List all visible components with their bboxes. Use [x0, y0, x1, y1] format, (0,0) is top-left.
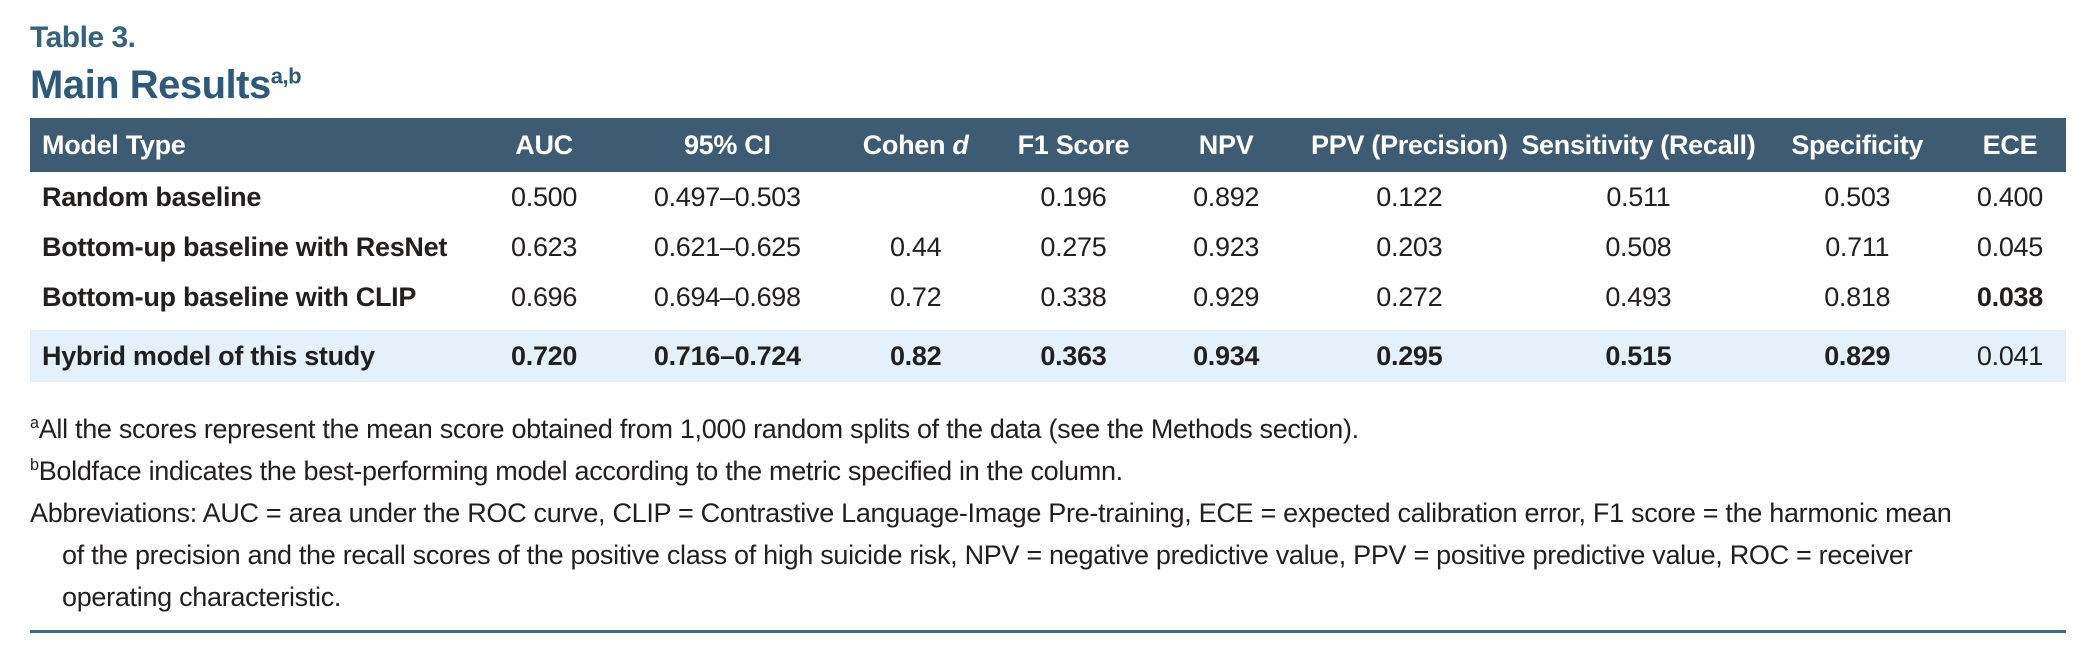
table-cell: 0.338 — [1040, 281, 1107, 312]
abbreviations-line: Abbreviations: AUC = area under the ROC … — [30, 498, 1952, 528]
title-superscript: a,b — [270, 63, 302, 89]
table-cell: 0.038 — [1976, 281, 2043, 312]
table-cell: 0.272 — [1376, 281, 1443, 312]
table-row: Bottom-up baseline with ResNet 0.623 0.621… — [30, 222, 2066, 272]
table-cell: 0.623 — [511, 231, 578, 262]
table-cell: 0.818 — [1824, 281, 1891, 312]
table-cell: 0.400 — [1976, 181, 2043, 212]
bottom-rule — [30, 630, 2066, 633]
table-cell: 0.122 — [1376, 181, 1443, 212]
column-header: 95% CI — [620, 118, 835, 172]
row-spacer — [30, 322, 2066, 330]
table-cell: 0.923 — [1193, 231, 1260, 262]
table-cell — [834, 172, 997, 222]
column-header: Specificity — [1760, 118, 1954, 172]
column-header: Cohen d — [834, 118, 998, 172]
abbreviations-line: of the precision and the recall scores o… — [62, 540, 1913, 570]
footnotes-block: aAll the scores represent the mean score… — [30, 408, 2066, 618]
table-body: Random baseline 0.500 0.497–0.503 0.196 0.89… — [30, 172, 2066, 382]
table-cell: 0.515 — [1516, 330, 1761, 382]
table-cell: 0.500 — [511, 181, 578, 212]
model-type-cell: Bottom-up baseline with CLIP — [42, 281, 417, 312]
title-text: Main Results — [30, 63, 271, 107]
model-type-cell: Random baseline — [42, 181, 262, 212]
table-header-row: Model Type AUC 95% CI Cohen d F1 Score NPV PPV… — [30, 118, 2066, 172]
model-type-cell: Hybrid model of this study — [30, 330, 468, 382]
page: Table 3. Main Resultsa,b Model Type AUC 95… — [30, 21, 2066, 633]
column-header: Sensitivity (Recall) — [1516, 118, 1761, 172]
footnote-marker: b — [30, 456, 39, 474]
table-cell: 0.720 — [467, 330, 621, 382]
column-header: ECE — [1953, 118, 2066, 172]
table-cell: 0.892 — [1193, 181, 1260, 212]
table-row: Hybrid model of this study 0.720 0.716–0.7… — [30, 330, 2066, 382]
table-cell: 0.041 — [1953, 330, 2066, 382]
table-cell: 0.363 — [997, 330, 1150, 382]
page-title: Main Resultsa,b — [30, 60, 2066, 110]
footnote-marker: a — [30, 414, 39, 432]
table-cell: 0.44 — [889, 231, 942, 262]
table-cell: 0.82 — [834, 330, 998, 382]
table-cell: 0.493 — [1605, 281, 1672, 312]
table-row: Random baseline 0.500 0.497–0.503 0.196 0.89… — [30, 172, 2066, 222]
table-cell: 0.196 — [1040, 181, 1107, 212]
table-cell: 0.497–0.503 — [653, 181, 801, 212]
results-table: Model Type AUC 95% CI Cohen d F1 Score NPV PPV… — [30, 118, 2066, 382]
column-header: AUC — [467, 118, 621, 172]
table-cell: 0.934 — [1149, 330, 1303, 382]
table-row: Bottom-up baseline with CLIP 0.696 0.694–0… — [30, 272, 2066, 322]
table-cell: 0.694–0.698 — [653, 281, 801, 312]
table-cell: 0.295 — [1302, 330, 1517, 382]
column-header: F1 Score — [997, 118, 1150, 172]
table-cell: 0.929 — [1193, 281, 1260, 312]
table-cell: 0.275 — [1040, 231, 1107, 262]
footnote-line: aAll the scores represent the mean score… — [30, 414, 1359, 444]
table-number-label: Table 3. — [30, 21, 136, 54]
table-cell: 0.203 — [1376, 231, 1443, 262]
table-cell: 0.711 — [1825, 231, 1890, 262]
model-type-cell: Bottom-up baseline with ResNet — [42, 231, 448, 262]
column-header: NPV — [1149, 118, 1303, 172]
table-cell: 0.511 — [1606, 181, 1671, 212]
table-cell: 0.508 — [1605, 231, 1672, 262]
table-cell: 0.716–0.724 — [620, 330, 835, 382]
abbreviations-line: operating characteristic. — [62, 582, 342, 612]
table-cell: 0.829 — [1760, 330, 1954, 382]
footnote-line: bBoldface indicates the best-performing … — [30, 456, 1123, 486]
table-cell: 0.621–0.625 — [653, 231, 801, 262]
table-cell: 0.045 — [1976, 231, 2043, 262]
column-header: Model Type — [30, 118, 468, 172]
table-cell: 0.503 — [1824, 181, 1891, 212]
table-cell: 0.696 — [511, 281, 578, 312]
column-header: PPV (Precision) — [1302, 118, 1517, 172]
table-cell: 0.72 — [889, 281, 942, 312]
